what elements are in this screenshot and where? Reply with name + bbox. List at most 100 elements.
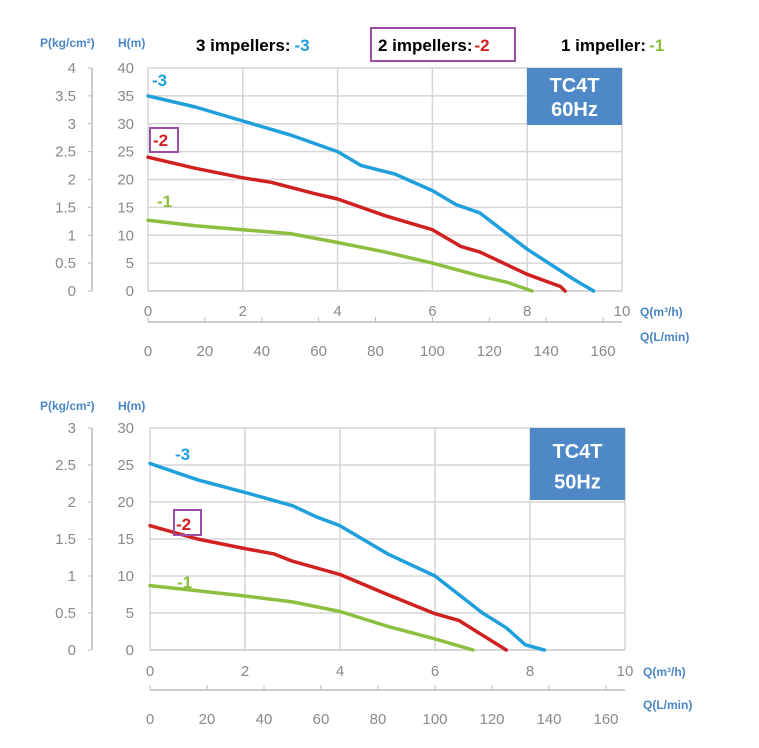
legend-code-3: -3 (295, 36, 310, 55)
h-tick-label: 25 (117, 457, 134, 474)
h-tick-label: 5 (126, 605, 134, 622)
flow-m3h-axis-title: Q(m³/h) (643, 665, 686, 679)
pressure-tick-label: 2.5 (55, 457, 76, 474)
curve-impeller-2 (146, 155, 567, 293)
flow-lmin-tick-label: 60 (313, 711, 330, 728)
q-tick-label: 10 (614, 303, 631, 320)
flow-lmin-axis-title: Q(L/min) (640, 330, 689, 344)
curve-impeller-3 (148, 461, 547, 652)
h-tick-label: 20 (117, 494, 134, 511)
flow-lmin-tick-label: 80 (367, 343, 384, 360)
flow-lmin-tick-label: 160 (593, 711, 618, 728)
model-badge-line-2: 50Hz (554, 471, 601, 493)
flow-lmin-tick-label: 120 (477, 343, 502, 360)
h-tick-label: 35 (117, 88, 134, 105)
h-tick-label: 15 (117, 199, 134, 216)
flow-lmin-tick-label: 160 (591, 343, 616, 360)
flow-lmin-tick-label: 140 (534, 343, 559, 360)
legend-code-2: -2 (475, 36, 490, 55)
flow-lmin-axis-title: Q(L/min) (643, 698, 692, 712)
flow-lmin-tick-label: 140 (536, 711, 561, 728)
curve-impeller-3 (146, 94, 596, 293)
flow-lmin-tick-label: 60 (310, 343, 327, 360)
pressure-tick-label: 0.5 (55, 605, 76, 622)
model-badge-line-1: TC4T (550, 75, 600, 97)
pressure-tick-label: 1.5 (55, 531, 76, 548)
pressure-tick-label: 2 (68, 494, 76, 511)
q-tick-label: 10 (617, 663, 634, 680)
curve-label-highlight-box (173, 509, 202, 536)
curve-label: -2 (176, 515, 191, 534)
h-tick-label: 5 (126, 255, 134, 272)
flow-lmin-tick-label: 100 (422, 711, 447, 728)
flow-lmin-tick-label: 120 (479, 711, 504, 728)
legend-item-2: 2 impellers: -2 (378, 36, 490, 55)
h-tick-label: 30 (117, 420, 134, 437)
curve-impeller-1 (148, 583, 475, 652)
pressure-tick-label: 1 (68, 227, 76, 244)
pressure-tick-label: 4 (68, 60, 76, 77)
legend-highlight-box (370, 27, 516, 62)
pressure-tick-label: 3.5 (55, 88, 76, 105)
curve-impeller-2 (148, 523, 509, 652)
q-tick-label: 8 (523, 303, 531, 320)
pressure-tick-label: 3 (68, 420, 76, 437)
legend-item-3: 3 impellers: -3 (196, 36, 310, 55)
h-tick-label: 25 (117, 144, 134, 161)
h-tick-label: 20 (117, 172, 134, 189)
pressure-tick-label: 1 (68, 568, 76, 585)
head-axis-title: H(m) (118, 36, 145, 50)
q-tick-label: 0 (144, 303, 152, 320)
model-badge (530, 428, 625, 500)
legend-code-1: -1 (649, 36, 664, 55)
h-tick-label: 10 (117, 568, 134, 585)
q-tick-label: 4 (333, 303, 341, 320)
flow-lmin-tick-label: 100 (420, 343, 445, 360)
curve-label: -2 (153, 131, 168, 150)
legend-item-1: 1 impeller: -1 (561, 36, 664, 55)
pressure-axis-title: P(kg/cm²) (40, 36, 95, 50)
flow-lmin-tick-label: 40 (253, 343, 270, 360)
flow-lmin-tick-label: 0 (146, 711, 154, 728)
q-tick-label: 8 (526, 663, 534, 680)
flow-lmin-tick-label: 20 (199, 711, 216, 728)
q-tick-label: 0 (146, 663, 154, 680)
legend-label-2: 2 impellers: (378, 36, 473, 55)
pressure-tick-label: 2 (68, 172, 76, 189)
h-tick-label: 40 (117, 60, 134, 77)
flow-m3h-axis-title: Q(m³/h) (640, 305, 683, 319)
pressure-tick-label: 3 (68, 116, 76, 133)
head-axis-title: H(m) (118, 399, 145, 413)
q-tick-label: 6 (428, 303, 436, 320)
model-badge-line-2: 60Hz (551, 99, 598, 121)
pressure-tick-label: 0.5 (55, 255, 76, 272)
flow-lmin-tick-label: 80 (370, 711, 387, 728)
pressure-tick-label: 0 (68, 642, 76, 659)
legend-label-1: 1 impeller: (561, 36, 646, 55)
h-tick-label: 10 (117, 227, 134, 244)
model-badge-line-1: TC4T (553, 441, 603, 463)
curve-label: -3 (175, 445, 190, 464)
curve-label: -1 (157, 192, 172, 211)
q-tick-label: 6 (431, 663, 439, 680)
model-badge (527, 68, 622, 125)
h-tick-label: 0 (126, 642, 134, 659)
q-tick-label: 4 (336, 663, 344, 680)
pressure-axis-title: P(kg/cm²) (40, 399, 95, 413)
q-tick-label: 2 (239, 303, 247, 320)
pressure-tick-label: 0 (68, 283, 76, 300)
flow-lmin-tick-label: 40 (256, 711, 273, 728)
pressure-tick-label: 1.5 (55, 199, 76, 216)
curve-label-highlight-box (149, 127, 179, 153)
curve-impeller-1 (146, 218, 534, 293)
flow-lmin-tick-label: 20 (197, 343, 214, 360)
impeller-legend-header: 3 impellers: -3 2 impellers: -2 1 impeller… (196, 27, 664, 62)
curve-label: -1 (177, 573, 192, 592)
legend-label-3: 3 impellers: (196, 36, 291, 55)
h-tick-label: 15 (117, 531, 134, 548)
flow-lmin-tick-label: 0 (144, 343, 152, 360)
curve-label: -3 (152, 71, 167, 90)
